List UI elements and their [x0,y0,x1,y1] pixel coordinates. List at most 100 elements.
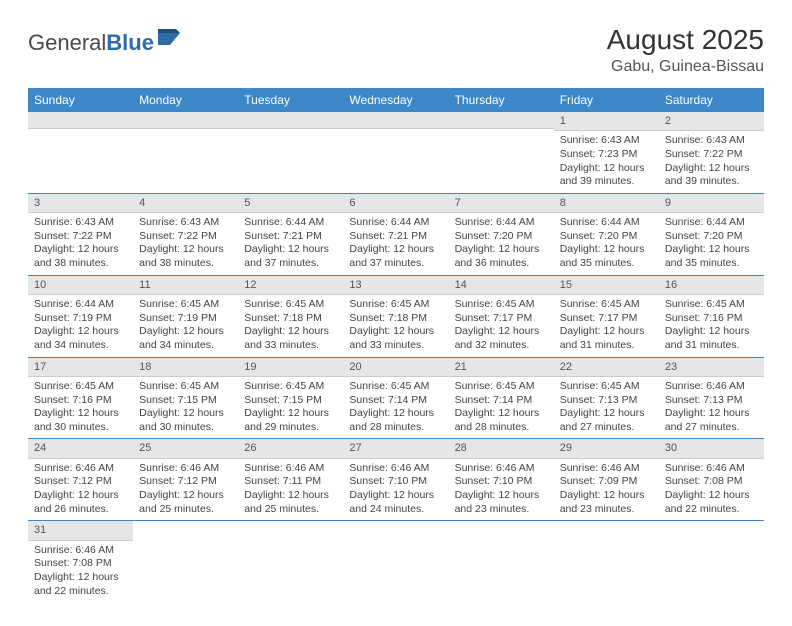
calendar-cell: 10Sunrise: 6:44 AMSunset: 7:19 PMDayligh… [28,275,133,357]
day-number: 20 [343,358,448,377]
weekday-header: Tuesday [238,88,343,112]
calendar-cell: 3Sunrise: 6:43 AMSunset: 7:22 PMDaylight… [28,193,133,275]
daylight-line1: Daylight: 12 hours [139,407,232,421]
day-content: Sunrise: 6:44 AMSunset: 7:20 PMDaylight:… [554,213,659,275]
sunset-text: Sunset: 7:20 PM [665,230,758,244]
calendar-table: Sunday Monday Tuesday Wednesday Thursday… [28,88,764,602]
calendar-week-row: 1Sunrise: 6:43 AMSunset: 7:23 PMDaylight… [28,112,764,193]
sunrise-text: Sunrise: 6:43 AM [139,216,232,230]
daylight-line1: Daylight: 12 hours [560,162,653,176]
sunset-text: Sunset: 7:11 PM [244,475,337,489]
day-content: Sunrise: 6:45 AMSunset: 7:16 PMDaylight:… [659,295,764,357]
day-content: Sunrise: 6:45 AMSunset: 7:18 PMDaylight:… [238,295,343,357]
sunrise-text: Sunrise: 6:46 AM [665,462,758,476]
sunrise-text: Sunrise: 6:46 AM [560,462,653,476]
calendar-week-row: 3Sunrise: 6:43 AMSunset: 7:22 PMDaylight… [28,193,764,275]
sunset-text: Sunset: 7:12 PM [34,475,127,489]
daylight-line2: and 27 minutes. [665,421,758,435]
day-number: 10 [28,276,133,295]
daylight-line2: and 28 minutes. [349,421,442,435]
sunrise-text: Sunrise: 6:44 AM [560,216,653,230]
day-number: 12 [238,276,343,295]
day-content: Sunrise: 6:45 AMSunset: 7:14 PMDaylight:… [343,377,448,439]
day-content: Sunrise: 6:46 AMSunset: 7:10 PMDaylight:… [449,459,554,521]
empty-day-number [238,112,343,129]
daylight-line2: and 33 minutes. [349,339,442,353]
day-content: Sunrise: 6:45 AMSunset: 7:16 PMDaylight:… [28,377,133,439]
sunrise-text: Sunrise: 6:46 AM [34,462,127,476]
sunrise-text: Sunrise: 6:44 AM [349,216,442,230]
sunset-text: Sunset: 7:14 PM [349,394,442,408]
sunset-text: Sunset: 7:16 PM [665,312,758,326]
calendar-cell: 11Sunrise: 6:45 AMSunset: 7:19 PMDayligh… [133,275,238,357]
daylight-line1: Daylight: 12 hours [349,489,442,503]
calendar-week-row: 10Sunrise: 6:44 AMSunset: 7:19 PMDayligh… [28,275,764,357]
sunset-text: Sunset: 7:13 PM [560,394,653,408]
sunrise-text: Sunrise: 6:46 AM [455,462,548,476]
daylight-line2: and 29 minutes. [244,421,337,435]
empty-day-number [449,112,554,129]
sunrise-text: Sunrise: 6:46 AM [244,462,337,476]
daylight-line1: Daylight: 12 hours [244,489,337,503]
calendar-cell: 18Sunrise: 6:45 AMSunset: 7:15 PMDayligh… [133,357,238,439]
day-content: Sunrise: 6:45 AMSunset: 7:15 PMDaylight:… [238,377,343,439]
daylight-line2: and 23 minutes. [560,503,653,517]
day-number: 11 [133,276,238,295]
sunset-text: Sunset: 7:16 PM [34,394,127,408]
page-title: August 2025 [607,24,764,56]
sunset-text: Sunset: 7:09 PM [560,475,653,489]
calendar-cell: 20Sunrise: 6:45 AMSunset: 7:14 PMDayligh… [343,357,448,439]
daylight-line2: and 27 minutes. [560,421,653,435]
sunset-text: Sunset: 7:20 PM [560,230,653,244]
day-content: Sunrise: 6:45 AMSunset: 7:17 PMDaylight:… [554,295,659,357]
day-content: Sunrise: 6:44 AMSunset: 7:21 PMDaylight:… [238,213,343,275]
day-content: Sunrise: 6:46 AMSunset: 7:11 PMDaylight:… [238,459,343,521]
daylight-line1: Daylight: 12 hours [455,407,548,421]
daylight-line1: Daylight: 12 hours [560,325,653,339]
daylight-line2: and 37 minutes. [244,257,337,271]
day-content: Sunrise: 6:45 AMSunset: 7:14 PMDaylight:… [449,377,554,439]
sunset-text: Sunset: 7:21 PM [349,230,442,244]
calendar-cell: 4Sunrise: 6:43 AMSunset: 7:22 PMDaylight… [133,193,238,275]
day-number: 28 [449,439,554,458]
day-content: Sunrise: 6:45 AMSunset: 7:13 PMDaylight:… [554,377,659,439]
sunset-text: Sunset: 7:15 PM [139,394,232,408]
daylight-line1: Daylight: 12 hours [139,243,232,257]
calendar-cell: 30Sunrise: 6:46 AMSunset: 7:08 PMDayligh… [659,439,764,521]
calendar-cell: 23Sunrise: 6:46 AMSunset: 7:13 PMDayligh… [659,357,764,439]
daylight-line1: Daylight: 12 hours [34,571,127,585]
day-content: Sunrise: 6:43 AMSunset: 7:22 PMDaylight:… [659,131,764,193]
calendar-cell: 2Sunrise: 6:43 AMSunset: 7:22 PMDaylight… [659,112,764,193]
empty-day-number [133,112,238,129]
day-content: Sunrise: 6:45 AMSunset: 7:15 PMDaylight:… [133,377,238,439]
sunset-text: Sunset: 7:21 PM [244,230,337,244]
day-content: Sunrise: 6:46 AMSunset: 7:12 PMDaylight:… [133,459,238,521]
calendar-cell: 24Sunrise: 6:46 AMSunset: 7:12 PMDayligh… [28,439,133,521]
sunset-text: Sunset: 7:12 PM [139,475,232,489]
sunrise-text: Sunrise: 6:43 AM [560,134,653,148]
daylight-line2: and 25 minutes. [139,503,232,517]
sunrise-text: Sunrise: 6:45 AM [244,380,337,394]
day-content: Sunrise: 6:46 AMSunset: 7:09 PMDaylight:… [554,459,659,521]
sunset-text: Sunset: 7:17 PM [560,312,653,326]
day-content: Sunrise: 6:43 AMSunset: 7:22 PMDaylight:… [28,213,133,275]
calendar-cell: 26Sunrise: 6:46 AMSunset: 7:11 PMDayligh… [238,439,343,521]
calendar-cell: 15Sunrise: 6:45 AMSunset: 7:17 PMDayligh… [554,275,659,357]
daylight-line2: and 25 minutes. [244,503,337,517]
sunrise-text: Sunrise: 6:46 AM [349,462,442,476]
daylight-line1: Daylight: 12 hours [349,243,442,257]
day-content: Sunrise: 6:44 AMSunset: 7:20 PMDaylight:… [659,213,764,275]
sunrise-text: Sunrise: 6:44 AM [244,216,337,230]
daylight-line1: Daylight: 12 hours [665,407,758,421]
daylight-line1: Daylight: 12 hours [455,243,548,257]
day-number: 18 [133,358,238,377]
day-number: 23 [659,358,764,377]
sunrise-text: Sunrise: 6:46 AM [665,380,758,394]
sunrise-text: Sunrise: 6:46 AM [139,462,232,476]
daylight-line1: Daylight: 12 hours [560,489,653,503]
calendar-week-row: 31Sunrise: 6:46 AMSunset: 7:08 PMDayligh… [28,521,764,602]
brand-name-part2: Blue [106,30,154,55]
day-number: 7 [449,194,554,213]
daylight-line1: Daylight: 12 hours [34,243,127,257]
day-number: 24 [28,439,133,458]
